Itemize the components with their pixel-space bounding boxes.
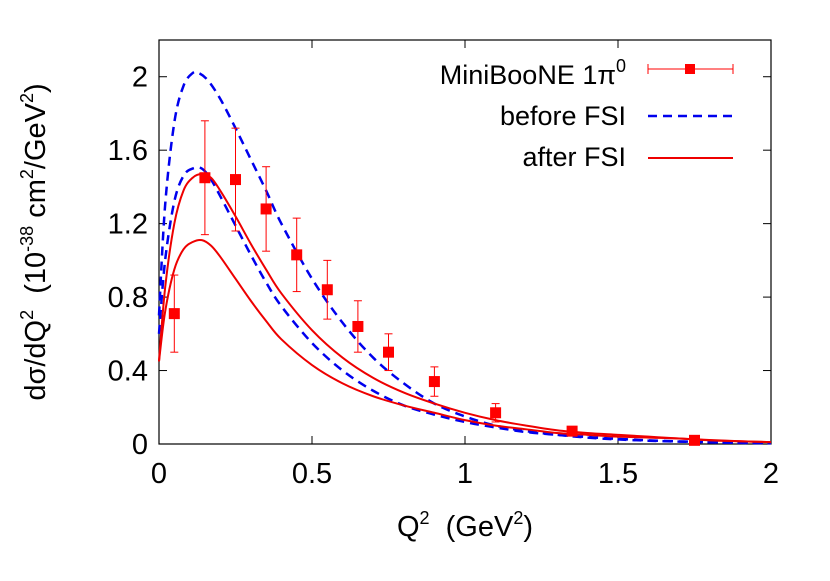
y-axis-title: dσ/dQ2 (10-38 cm2/GeV2): [17, 83, 52, 400]
data-points: [168, 120, 700, 446]
data-marker: [352, 320, 364, 332]
legend-swatch-data: [647, 64, 734, 74]
legend-label-after: after FSI: [522, 142, 626, 172]
data-marker: [689, 434, 700, 446]
y-tick-label: 1.6: [108, 135, 148, 167]
series-before-upper-line: [157, 70, 772, 445]
data-point: [260, 166, 272, 252]
data-marker: [428, 376, 440, 388]
data-point: [291, 217, 303, 293]
data-point: [168, 274, 180, 353]
y-tick-label: 2: [132, 62, 148, 94]
data-point: [689, 434, 700, 446]
data-marker: [490, 407, 502, 419]
x-tick-label: 0: [151, 458, 167, 490]
series-before-lower-line: [157, 166, 772, 445]
y-tick-label: 0.8: [108, 282, 148, 314]
data-marker: [260, 203, 272, 215]
legend-label-data: MiniBooNE 1π0: [440, 56, 626, 90]
y-tick-label: 1.2: [108, 209, 148, 241]
data-marker: [168, 308, 180, 320]
y-tick-label: 0: [132, 429, 148, 461]
x-axis-title: Q2 (GeV2): [397, 508, 533, 543]
data-marker: [321, 284, 333, 296]
data-point: [566, 425, 578, 437]
data-point: [321, 259, 333, 320]
x-tick-label: 2: [763, 458, 779, 490]
x-tick-label: 0.5: [292, 458, 332, 490]
y-tick-label: 0.4: [108, 356, 148, 388]
data-point: [230, 127, 241, 232]
data-marker: [383, 346, 394, 358]
data-marker: [566, 425, 578, 437]
series-after-upper-line: [158, 173, 772, 444]
data-point: [352, 300, 364, 353]
data-marker: [230, 174, 241, 186]
data-point: [383, 333, 394, 372]
data-point: [199, 120, 211, 236]
x-tick-label: 1: [457, 458, 473, 490]
data-point: [428, 366, 440, 397]
data-point: [490, 403, 502, 423]
legend: MiniBooNE 1π0 before FSI after FSI: [440, 56, 734, 172]
data-marker: [199, 172, 211, 184]
axis-tick-labels: 0 0.5 1 1.5 2 0 0.4 0.8 1.2 1.6 2: [108, 62, 779, 490]
series-after-lower-line: [158, 238, 772, 444]
legend-label-before: before FSI: [500, 101, 626, 131]
x-tick-label: 1.5: [598, 458, 638, 490]
model-curves: [157, 70, 772, 445]
data-marker: [291, 249, 303, 261]
